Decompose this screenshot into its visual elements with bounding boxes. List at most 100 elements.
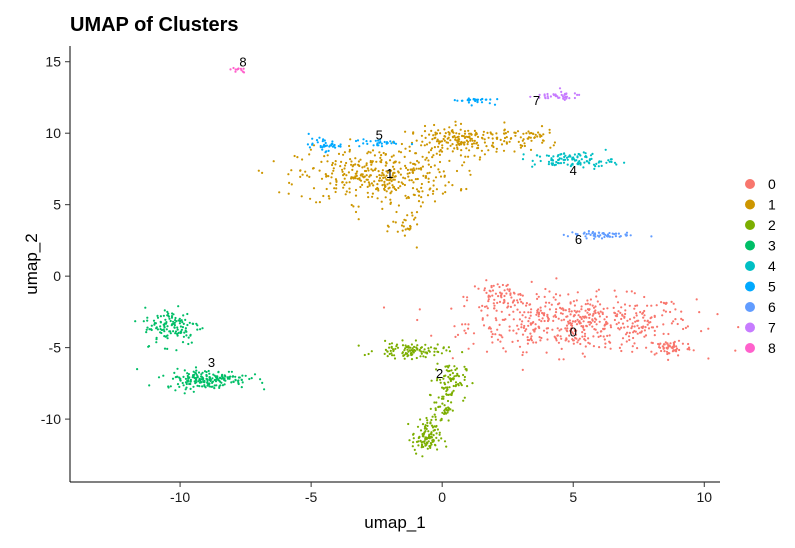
point-cluster-0: [503, 294, 506, 298]
point-cluster-3: [223, 383, 226, 386]
point-cluster-2: [439, 378, 442, 381]
point-cluster-3: [155, 338, 158, 341]
point-cluster-0: [734, 349, 737, 352]
point-cluster-1: [432, 134, 435, 137]
point-cluster-3: [230, 381, 233, 384]
point-cluster-1: [437, 140, 440, 143]
chart-title: UMAP of Clusters: [70, 14, 239, 36]
point-cluster-0: [569, 313, 572, 316]
point-cluster-1: [361, 183, 364, 186]
point-cluster-0: [620, 349, 623, 353]
point-cluster-1: [413, 169, 416, 172]
point-cluster-2: [412, 433, 415, 436]
point-cluster-0: [572, 300, 576, 303]
point-cluster-0: [636, 332, 639, 335]
point-cluster-2: [430, 435, 433, 438]
legend-label: 1: [768, 197, 776, 213]
point-cluster-0: [614, 314, 617, 317]
point-cluster-2: [426, 419, 429, 422]
point-cluster-1: [404, 177, 407, 180]
point-cluster-0: [628, 331, 631, 334]
point-cluster-1: [376, 197, 379, 200]
y-tick-label: 0: [53, 268, 61, 284]
point-cluster-1: [469, 139, 472, 142]
point-cluster-0: [530, 280, 533, 283]
point-cluster-1: [430, 129, 433, 132]
point-cluster-1: [288, 181, 291, 184]
point-cluster-1: [333, 187, 336, 190]
point-cluster-2: [383, 352, 386, 355]
point-cluster-5: [460, 99, 463, 102]
point-cluster-1: [406, 227, 409, 230]
point-cluster-0: [486, 307, 489, 310]
point-cluster-5: [334, 146, 337, 149]
legend-item-5: 5: [745, 279, 776, 295]
point-cluster-2: [410, 349, 413, 352]
point-cluster-2: [413, 345, 416, 348]
point-cluster-0: [521, 353, 524, 357]
point-cluster-1: [441, 144, 444, 147]
point-cluster-4: [580, 158, 583, 161]
point-cluster-1: [465, 147, 468, 150]
point-cluster-0: [589, 298, 593, 301]
point-cluster-2: [441, 395, 444, 398]
point-cluster-5: [372, 144, 375, 147]
point-cluster-3: [198, 385, 201, 388]
point-cluster-1: [261, 171, 264, 174]
point-cluster-5: [389, 140, 392, 143]
point-cluster-3: [186, 323, 189, 327]
point-cluster-1: [404, 194, 407, 197]
point-cluster-1: [495, 150, 498, 153]
point-cluster-0: [558, 329, 561, 332]
point-cluster-2: [449, 379, 452, 383]
point-cluster-3: [153, 322, 156, 325]
point-cluster-2: [415, 356, 418, 360]
point-cluster-1: [459, 128, 462, 131]
point-cluster-0: [450, 307, 453, 310]
point-cluster-5: [328, 145, 331, 148]
point-cluster-4: [564, 154, 567, 157]
point-cluster-2: [435, 424, 438, 428]
point-cluster-2: [404, 347, 407, 350]
point-cluster-4: [579, 163, 582, 166]
point-cluster-4: [591, 152, 594, 155]
point-cluster-1: [344, 193, 347, 196]
point-cluster-3: [184, 381, 188, 384]
point-cluster-1: [408, 171, 411, 175]
point-cluster-2: [421, 455, 424, 458]
point-cluster-5: [393, 141, 396, 145]
point-cluster-2: [443, 440, 447, 443]
x-tick-label: 0: [438, 489, 446, 505]
point-cluster-5: [476, 98, 479, 101]
point-cluster-1: [519, 146, 523, 149]
point-cluster-2: [435, 379, 439, 382]
point-cluster-0: [581, 335, 584, 338]
point-cluster-1: [356, 170, 359, 173]
point-cluster-0: [560, 347, 563, 350]
point-cluster-0: [584, 303, 587, 306]
point-cluster-4: [578, 153, 581, 156]
point-cluster-4: [590, 157, 593, 160]
point-cluster-3: [150, 324, 153, 327]
point-cluster-0: [551, 328, 554, 331]
point-cluster-0: [670, 300, 673, 303]
point-cluster-1: [457, 142, 460, 145]
point-cluster-0: [578, 337, 581, 340]
point-cluster-0: [633, 316, 636, 319]
legend-swatch: [745, 322, 755, 333]
point-cluster-1: [380, 154, 383, 157]
point-cluster-1: [457, 135, 460, 138]
point-cluster-0: [481, 317, 484, 320]
point-cluster-2: [401, 344, 405, 347]
point-cluster-1: [401, 229, 404, 232]
point-cluster-0: [616, 301, 620, 304]
point-cluster-0: [674, 349, 677, 352]
point-cluster-1: [372, 184, 375, 187]
legend-swatch: [745, 281, 755, 292]
point-cluster-0: [633, 325, 636, 328]
point-cluster-5: [327, 149, 330, 152]
point-cluster-1: [324, 173, 327, 176]
point-cluster-0: [646, 320, 649, 323]
point-cluster-0: [463, 305, 466, 308]
point-cluster-1: [426, 194, 430, 197]
